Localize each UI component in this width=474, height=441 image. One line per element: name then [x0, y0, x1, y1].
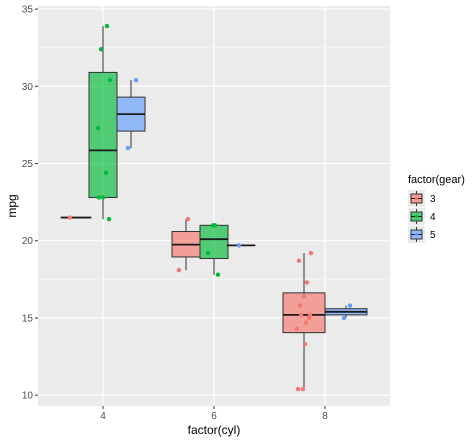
data-point: [210, 223, 216, 228]
legend: factor(gear) 3 4 5: [408, 174, 465, 243]
data-point: [133, 77, 139, 83]
data-point: [303, 320, 309, 325]
data-point: [104, 23, 110, 29]
data-point: [308, 250, 314, 256]
data-point: [100, 195, 106, 200]
data-point: [236, 243, 242, 248]
data-point: [205, 250, 211, 256]
data-point: [301, 294, 307, 299]
data-point: [67, 215, 73, 220]
x-tick-label: 8: [322, 411, 328, 422]
x-axis-title: factor(cyl): [188, 423, 241, 437]
data-point: [125, 145, 131, 151]
data-point: [106, 216, 112, 222]
y-tick-label: 35: [22, 5, 34, 16]
data-point: [297, 303, 303, 308]
y-tick-label: 30: [22, 82, 34, 93]
y-tick-label: 15: [22, 313, 34, 324]
data-point: [302, 342, 308, 347]
legend-label: 5: [430, 230, 436, 241]
data-point: [296, 258, 302, 264]
legend-label: 3: [430, 194, 436, 205]
x-tick-label: 6: [211, 411, 217, 422]
box-gear-4-cyl-6: [199, 224, 229, 260]
data-point: [107, 77, 113, 83]
data-point: [304, 280, 310, 285]
data-point: [347, 303, 353, 308]
y-tick-label: 10: [22, 391, 34, 402]
y-axis: 10 15 20 25 30 35: [22, 5, 38, 402]
box-gear-3-cyl-8: [282, 292, 326, 334]
y-tick-label: 25: [22, 159, 34, 170]
data-point: [185, 216, 191, 222]
data-point: [294, 326, 300, 331]
y-axis-title: mpg: [5, 194, 19, 217]
x-tick-label: 4: [100, 411, 106, 422]
data-point: [300, 386, 306, 392]
data-points: [67, 23, 353, 392]
legend-title: factor(gear): [408, 174, 465, 186]
data-point: [176, 267, 182, 273]
data-point: [96, 195, 102, 200]
x-axis: 4 6 8: [100, 406, 328, 422]
box-gear-4-cyl-4: [88, 71, 118, 199]
data-point: [298, 312, 304, 318]
data-point: [215, 272, 221, 277]
data-point: [295, 386, 301, 392]
data-point: [306, 315, 312, 321]
data-point: [341, 315, 347, 321]
data-point: [103, 170, 109, 175]
legend-label: 4: [430, 212, 436, 223]
data-point: [95, 125, 101, 131]
data-point: [98, 47, 104, 52]
whiskers: [102, 26, 347, 390]
y-tick-label: 20: [22, 236, 34, 247]
